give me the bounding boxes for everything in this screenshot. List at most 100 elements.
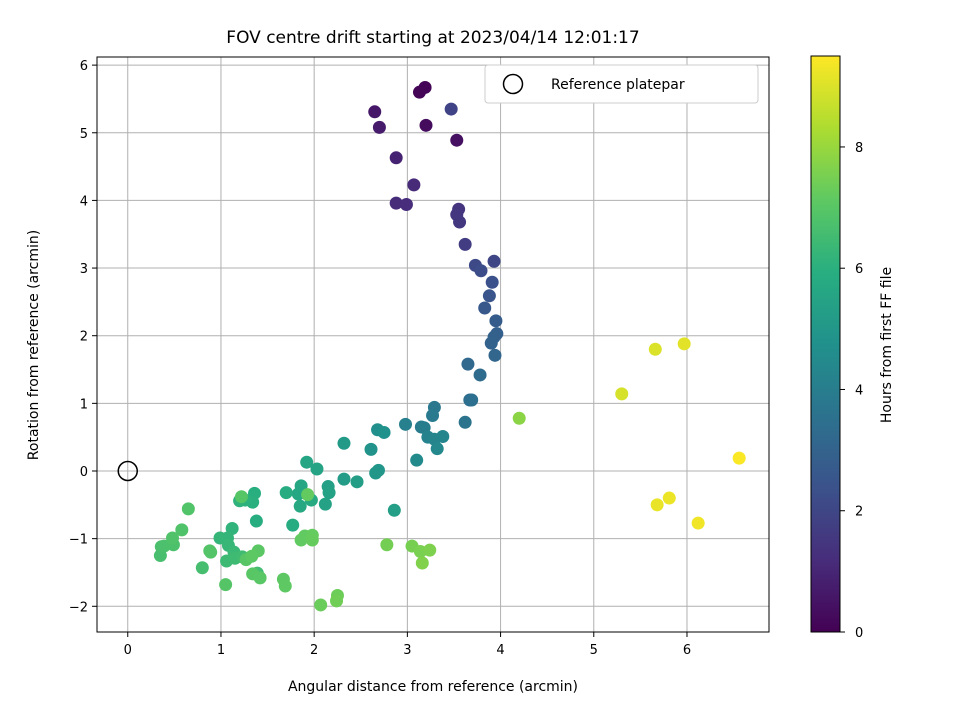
x-tick-label: 3 <box>403 643 411 658</box>
reference-platepar-marker <box>117 460 139 482</box>
data-point <box>478 301 492 315</box>
colorbar: 0 2 4 6 8 Hours from first FF file <box>810 55 895 641</box>
data-point <box>322 486 336 500</box>
data-point <box>249 514 263 528</box>
data-point <box>512 411 526 425</box>
data-point <box>677 337 691 351</box>
data-point <box>318 497 332 511</box>
legend: Reference platepar <box>484 64 759 104</box>
data-point <box>245 549 259 563</box>
data-point <box>294 533 308 547</box>
data-point <box>473 368 487 382</box>
y-tick-label: 0 <box>80 465 88 480</box>
colorbar-tick-label: 6 <box>855 262 863 277</box>
data-point <box>204 545 218 559</box>
data-point <box>175 523 189 537</box>
data-point <box>458 415 472 429</box>
data-point <box>337 472 351 486</box>
data-point <box>419 118 433 132</box>
y-tick-label: 3 <box>80 262 88 277</box>
legend-marker <box>502 73 524 95</box>
data-point <box>436 430 450 443</box>
data-point <box>253 571 267 585</box>
data-point <box>219 578 233 592</box>
plot-frame <box>96 56 770 633</box>
grid-lines <box>97 57 769 632</box>
data-point <box>407 178 421 192</box>
x-axis-label: Angular distance from reference (arcmin) <box>288 679 578 695</box>
data-point <box>399 197 413 211</box>
y-tick-label: 5 <box>80 127 88 142</box>
data-point <box>453 215 467 229</box>
data-point <box>423 543 437 557</box>
y-tick-label: −2 <box>69 600 88 615</box>
data-point <box>330 594 344 608</box>
x-tick-label: 1 <box>217 643 225 658</box>
data-point <box>380 538 394 552</box>
data-point <box>377 425 391 439</box>
data-point <box>387 503 401 517</box>
data-point <box>234 490 248 504</box>
data-point <box>410 453 424 467</box>
data-point <box>485 275 499 289</box>
colorbar-gradient <box>810 55 841 633</box>
data-point <box>412 85 426 99</box>
data-point <box>482 289 496 303</box>
data-point <box>426 409 440 423</box>
data-point <box>389 196 403 210</box>
data-point <box>691 516 705 530</box>
data-point <box>474 264 488 278</box>
data-point <box>650 498 664 512</box>
data-point <box>293 499 307 513</box>
data-point <box>181 502 195 516</box>
data-point <box>465 393 479 407</box>
data-point <box>337 436 351 450</box>
y-tick-label: −1 <box>69 533 88 548</box>
data-point <box>488 348 502 362</box>
data-point <box>648 342 662 356</box>
colorbar-tick-label: 8 <box>855 141 863 156</box>
data-point <box>278 579 292 593</box>
y-tick-label: 6 <box>80 59 88 74</box>
data-point <box>461 357 475 371</box>
data-point <box>195 561 209 575</box>
x-tick-label: 2 <box>310 643 318 658</box>
data-point <box>430 442 444 456</box>
data-point <box>450 133 464 147</box>
colorbar-tick-label: 0 <box>855 626 863 641</box>
data-point <box>458 237 472 251</box>
colorbar-ticks: 0 2 4 6 8 <box>840 141 863 641</box>
data-point <box>372 120 386 134</box>
data-point <box>444 102 458 116</box>
data-point <box>415 556 429 570</box>
x-tick-label: 4 <box>496 643 504 658</box>
data-point <box>389 151 403 165</box>
data-point <box>369 466 383 480</box>
x-tick-label: 5 <box>590 643 598 658</box>
data-point <box>662 491 676 505</box>
y-tick-label: 4 <box>80 194 88 209</box>
legend-label: Reference platepar <box>551 77 685 93</box>
data-point <box>350 475 364 489</box>
data-point <box>305 533 319 547</box>
scatter-points <box>153 80 746 612</box>
data-point <box>279 486 293 500</box>
y-tick-label: 2 <box>80 330 88 345</box>
data-point <box>300 455 314 469</box>
data-point <box>314 598 328 612</box>
colorbar-label: Hours from first FF file <box>879 267 895 423</box>
data-point <box>286 518 300 532</box>
data-point <box>368 105 382 119</box>
data-point <box>213 531 227 545</box>
colorbar-tick-label: 2 <box>855 505 863 520</box>
data-point <box>364 442 378 456</box>
chart-title: FOV centre drift starting at 2023/04/14 … <box>226 28 639 48</box>
x-tick-label: 0 <box>124 643 132 658</box>
data-point <box>301 488 315 502</box>
data-point <box>732 451 746 465</box>
y-tick-label: 1 <box>80 397 88 412</box>
data-point <box>165 531 179 545</box>
x-tick-label: 6 <box>683 643 691 658</box>
data-point <box>310 462 324 476</box>
